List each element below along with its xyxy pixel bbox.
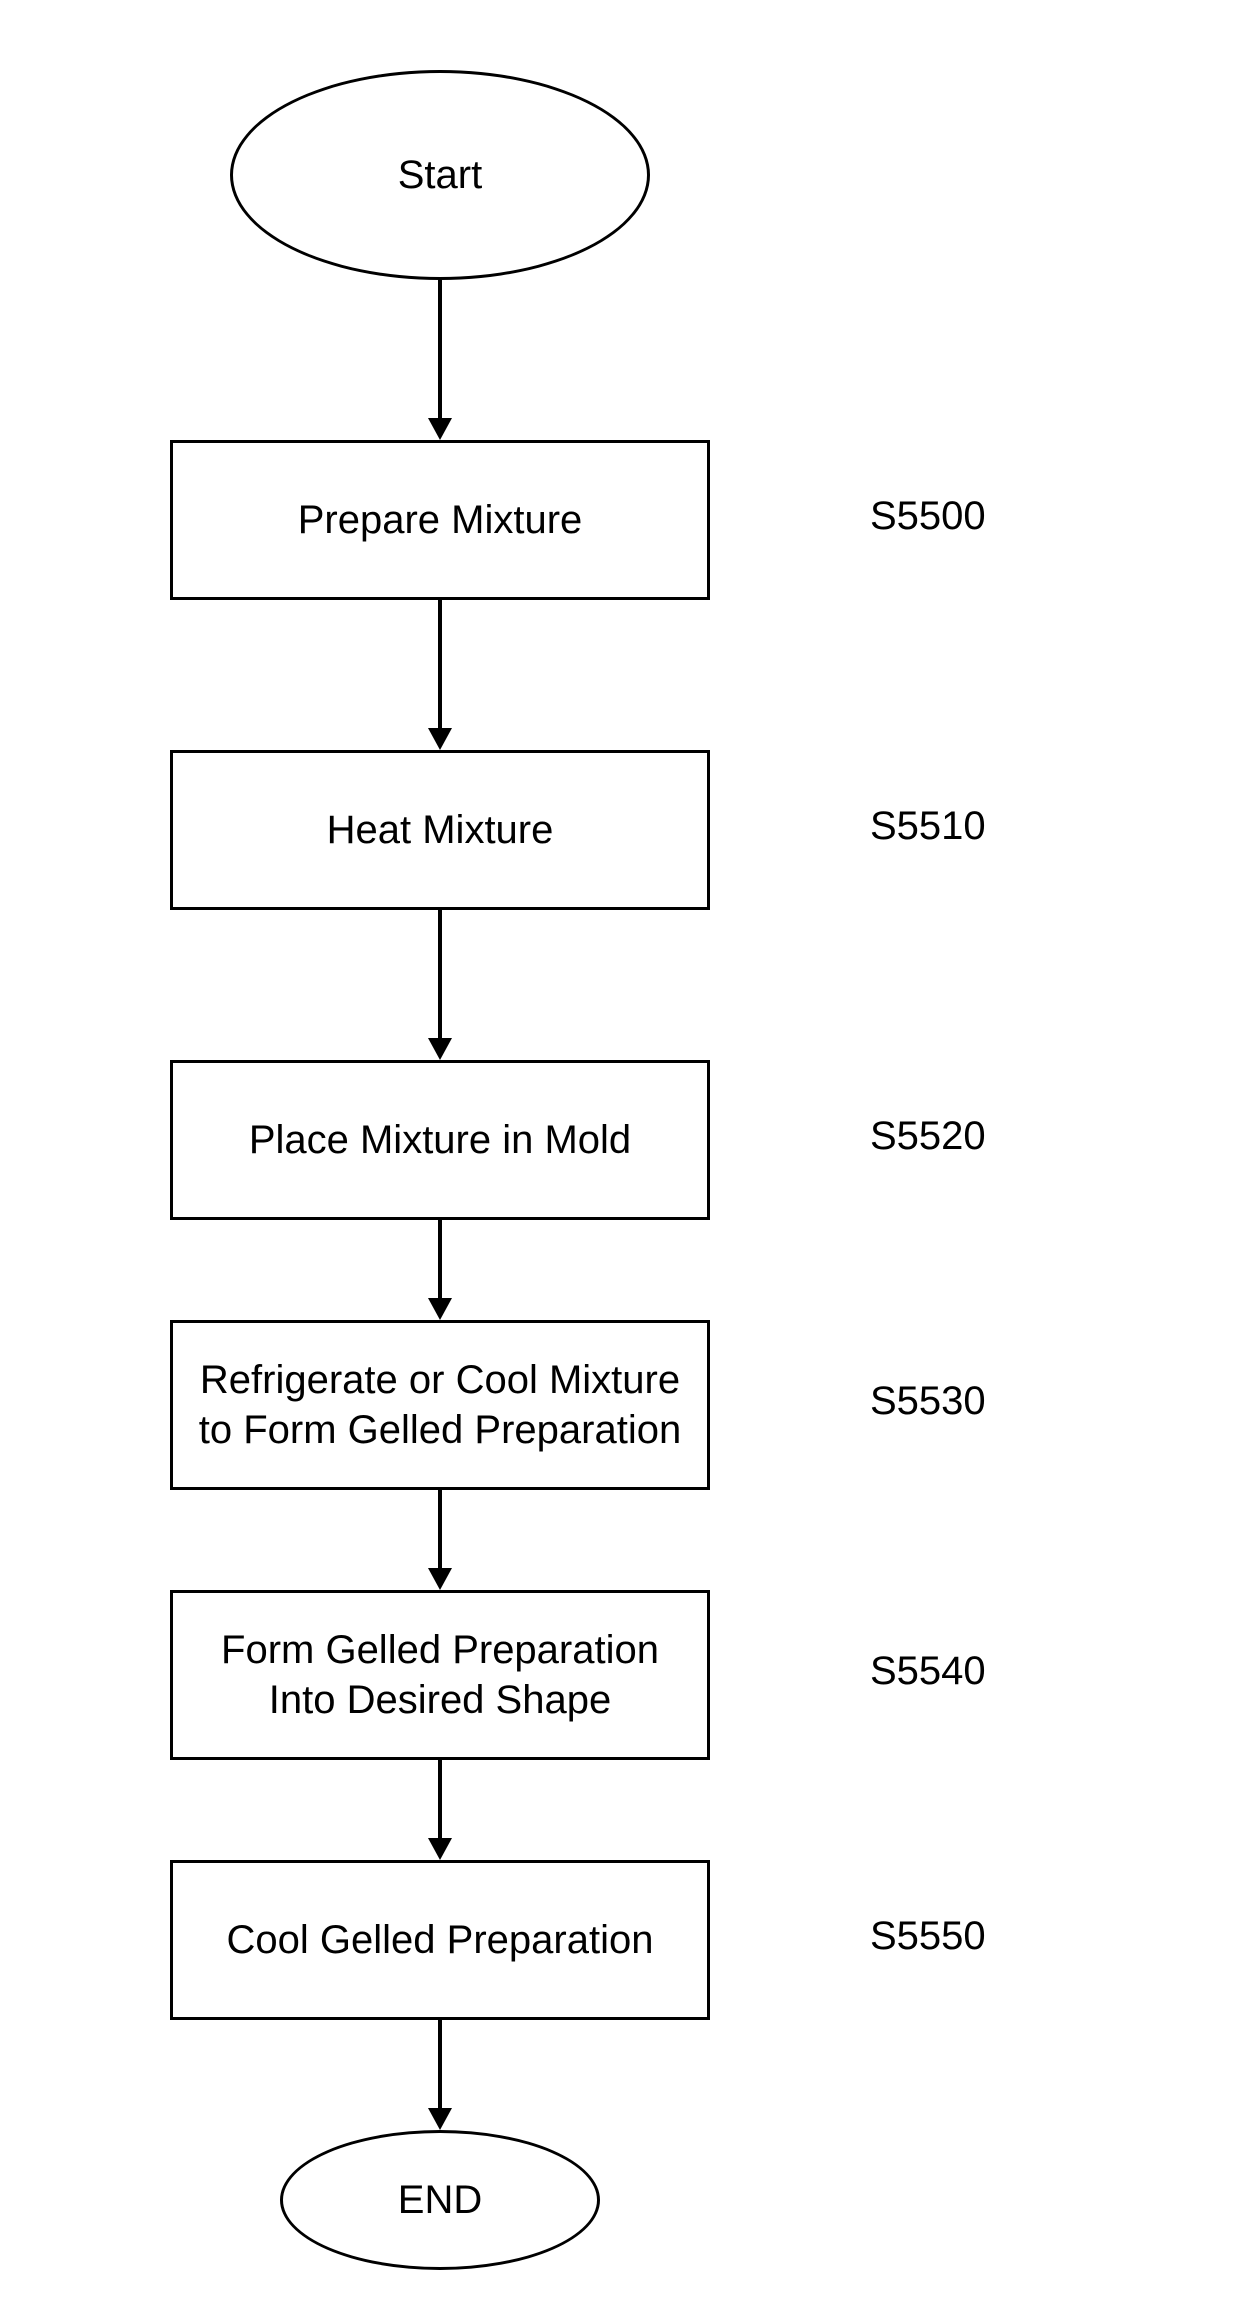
step-label-text: S5500 xyxy=(870,494,986,538)
flow-node-end: END xyxy=(280,2130,600,2270)
step-label-text: S5510 xyxy=(870,804,986,848)
arrow-head-icon xyxy=(428,728,452,750)
step-label-text: S5550 xyxy=(870,1914,986,1958)
arrow-line xyxy=(438,1760,442,1838)
flow-node-label: Cool Gelled Preparation xyxy=(227,1915,654,1965)
step-label-s5500: S5500 xyxy=(870,494,986,539)
arrow-line xyxy=(438,2020,442,2108)
arrow-head-icon xyxy=(428,1838,452,1860)
step-label-s5510: S5510 xyxy=(870,804,986,849)
arrow-line xyxy=(438,1220,442,1298)
flow-node-label: Prepare Mixture xyxy=(298,495,583,545)
flow-node-label: Form Gelled Preparation Into Desired Sha… xyxy=(193,1625,687,1725)
flow-node-s5540: Form Gelled Preparation Into Desired Sha… xyxy=(170,1590,710,1760)
arrow-head-icon xyxy=(428,1038,452,1060)
arrow-line xyxy=(438,1490,442,1568)
arrow-head-icon xyxy=(428,1298,452,1320)
flow-node-label: Place Mixture in Mold xyxy=(249,1115,631,1165)
flow-node-s5550: Cool Gelled Preparation xyxy=(170,1860,710,2020)
step-label-text: S5530 xyxy=(870,1379,986,1423)
flow-node-s5500: Prepare Mixture xyxy=(170,440,710,600)
arrow-head-icon xyxy=(428,1568,452,1590)
step-label-text: S5540 xyxy=(870,1649,986,1693)
flow-node-label: Start xyxy=(398,153,482,198)
flowchart-canvas: Start Prepare Mixture S5500 Heat Mixture S55… xyxy=(0,0,1240,2309)
flow-node-s5510: Heat Mixture xyxy=(170,750,710,910)
flow-node-s5530: Refrigerate or Cool Mixture to Form Gell… xyxy=(170,1320,710,1490)
step-label-text: S5520 xyxy=(870,1114,986,1158)
flow-node-start: Start xyxy=(230,70,650,280)
arrow-line xyxy=(438,280,442,418)
step-label-s5520: S5520 xyxy=(870,1114,986,1159)
arrow-line xyxy=(438,600,442,728)
flow-node-s5520: Place Mixture in Mold xyxy=(170,1060,710,1220)
arrow-head-icon xyxy=(428,418,452,440)
step-label-s5540: S5540 xyxy=(870,1649,986,1694)
arrow-head-icon xyxy=(428,2108,452,2130)
step-label-s5530: S5530 xyxy=(870,1379,986,1424)
flow-node-label: Refrigerate or Cool Mixture to Form Gell… xyxy=(193,1355,687,1455)
arrow-line xyxy=(438,910,442,1038)
flow-node-label: Heat Mixture xyxy=(327,805,554,855)
step-label-s5550: S5550 xyxy=(870,1914,986,1959)
flow-node-label: END xyxy=(398,2178,482,2223)
